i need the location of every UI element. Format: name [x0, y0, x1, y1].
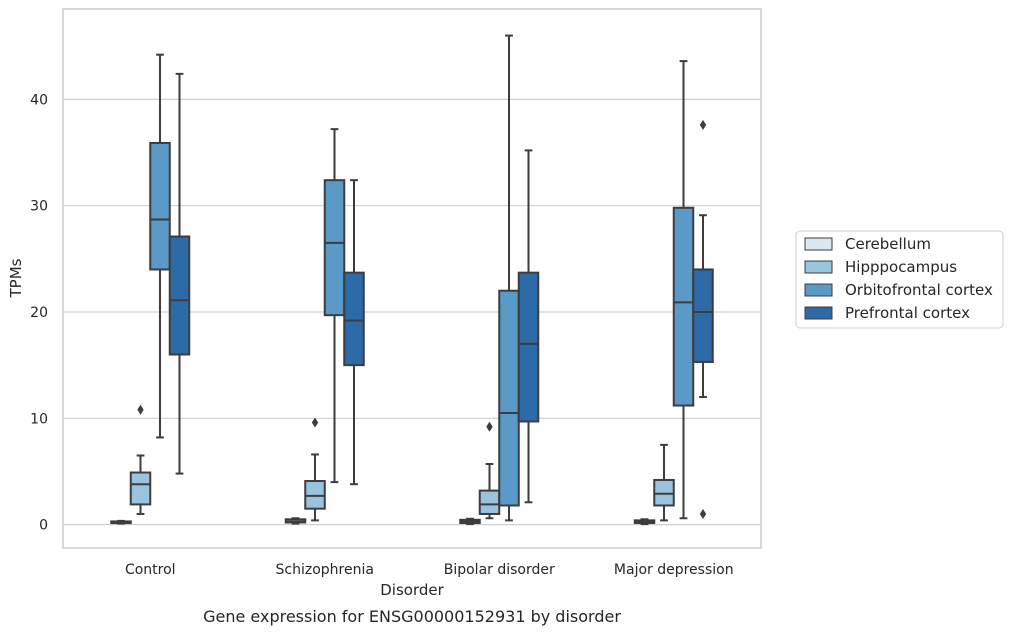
box-group	[343, 179, 365, 486]
box-group	[498, 34, 520, 522]
box-iqr	[149, 141, 171, 271]
box-iqr	[168, 235, 191, 356]
box-iqr	[498, 289, 520, 507]
outlier-point	[486, 421, 493, 432]
box-series	[110, 34, 714, 526]
y-tick-label: 40	[30, 92, 48, 108]
box-iqr	[478, 489, 501, 515]
box-group	[149, 53, 171, 439]
x-tick-label: Bipolar disorder	[444, 562, 555, 578]
x-tick-label: Major depression	[614, 562, 734, 578]
legend-label: Prefrontal cortex	[845, 304, 970, 322]
box-iqr	[129, 471, 152, 506]
box-group	[653, 443, 675, 522]
box-group	[168, 72, 191, 475]
box-iqr	[692, 268, 714, 363]
box-iqr	[672, 206, 695, 407]
box-group	[692, 119, 714, 519]
box-group	[110, 519, 132, 525]
y-axis-ticks: 0 10 20 30 40	[30, 92, 48, 533]
outlier-point	[137, 404, 144, 415]
x-axis-ticks: Control Schizophrenia Bipolar disorder Majo…	[125, 562, 734, 578]
y-tick-label: 30	[30, 199, 48, 215]
plot-area	[63, 9, 761, 548]
legend-frame	[795, 230, 1004, 329]
legend-label: Orbitofrontal cortex	[845, 281, 993, 299]
y-tick-label: 0	[39, 518, 48, 534]
legend-swatch	[804, 283, 833, 297]
box-group	[517, 149, 540, 504]
y-tick-label: 10	[30, 411, 48, 427]
box-group	[129, 404, 152, 515]
legend-label: Hipppocampus	[845, 258, 957, 276]
legend-swatch	[804, 237, 833, 251]
box-iqr	[343, 271, 365, 367]
outlier-point	[699, 508, 707, 519]
box-iqr	[653, 478, 675, 507]
box-group	[284, 517, 307, 525]
legend-swatch	[804, 306, 833, 320]
y-axis-label: TPMs	[7, 258, 25, 298]
outlier-point	[699, 119, 707, 130]
legend-swatch	[804, 260, 833, 274]
legend: Cerebellum Hipppocampus Orbitofrontal cort…	[795, 230, 1004, 329]
x-tick-label: Control	[125, 562, 176, 578]
plot-frame	[62, 8, 762, 549]
x-tick-label: Schizophrenia	[276, 562, 374, 578]
box-group	[672, 60, 695, 520]
y-tick-label: 20	[30, 305, 48, 321]
box-iqr	[517, 271, 540, 423]
box-iqr	[323, 179, 346, 317]
x-axis-label: Disorder	[380, 581, 444, 599]
box-iqr	[304, 480, 326, 510]
box-group	[478, 421, 501, 520]
box-group	[304, 417, 326, 522]
box-group	[323, 128, 346, 484]
box-group	[633, 518, 656, 526]
legend-items: Cerebellum Hipppocampus Orbitofrontal cort…	[804, 235, 993, 322]
chart-caption: Gene expression for ENSG00000152931 by d…	[203, 607, 621, 626]
legend-label: Cerebellum	[845, 235, 931, 253]
box-group	[459, 517, 481, 526]
outlier-point	[311, 417, 319, 428]
